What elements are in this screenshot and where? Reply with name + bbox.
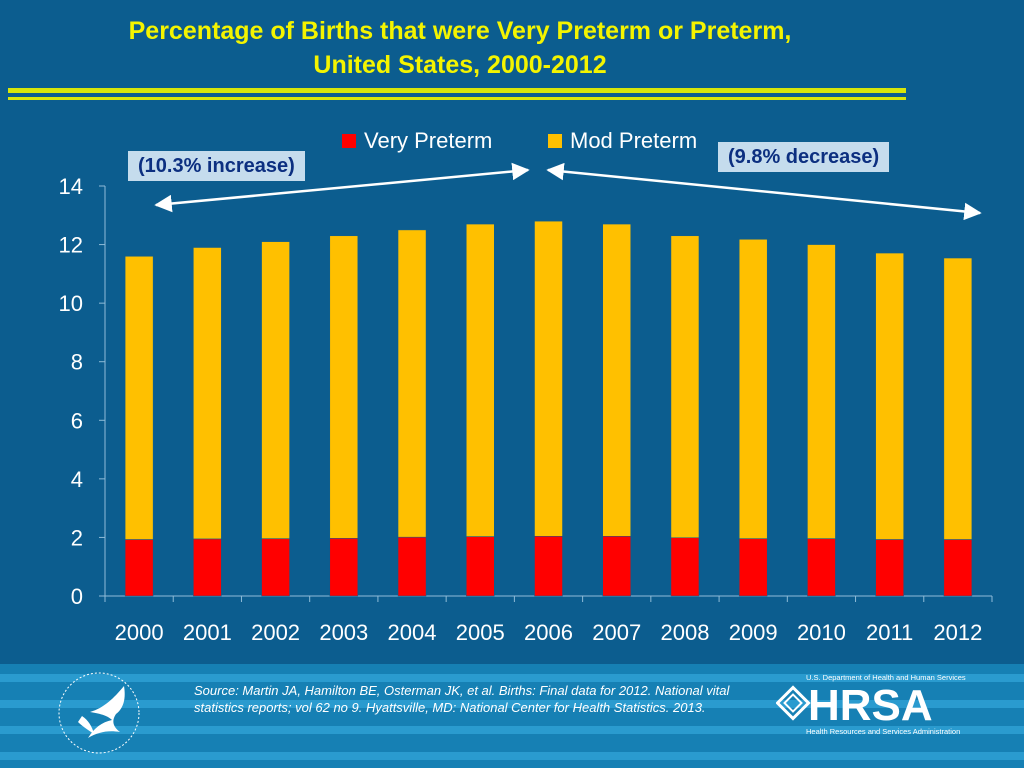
footer-stripe (0, 674, 1024, 682)
bar-very-preterm (193, 538, 222, 597)
bar-very-preterm (943, 539, 973, 597)
hrsa-dept-text: U.S. Department of Health and Human Serv… (806, 673, 966, 682)
hrsa-subtitle-text: Health Resources and Services Administra… (806, 727, 960, 736)
x-tick-label: 2012 (933, 620, 982, 645)
chart-title: Percentage of Births that were Very Pret… (0, 14, 920, 82)
x-tick-label: 2011 (866, 620, 913, 645)
decrease-callout: (9.8% decrease) (718, 142, 890, 172)
bar-very-preterm (738, 538, 768, 597)
bar-mod-preterm (397, 229, 427, 538)
increase-arrow (154, 162, 530, 213)
x-tick-label: 2004 (388, 620, 437, 645)
x-tick-label: 2006 (524, 620, 573, 645)
x-tick-label: 2005 (456, 620, 505, 645)
x-tick-labels: 2000 2001 2002 2003 2004 2005 2006 2007 2008 2009… (115, 620, 983, 645)
bar-mod-preterm (534, 220, 563, 537)
bar-very-preterm (602, 536, 631, 597)
title-divider-thin (8, 97, 906, 100)
bar-very-preterm (397, 536, 427, 597)
bar-mod-preterm (193, 247, 222, 540)
bar-mod-preterm (261, 241, 290, 539)
y-tick-label: 4 (71, 467, 83, 492)
bar-mod-preterm (738, 239, 768, 539)
x-tick-label: 2001 (183, 620, 232, 645)
title-line-2: United States, 2000-2012 (313, 51, 607, 79)
decrease-arrow (546, 162, 982, 221)
footer-stripe (0, 752, 1024, 760)
bar-very-preterm (329, 538, 359, 597)
y-tick-label: 8 (71, 350, 83, 375)
x-tick-label: 2009 (729, 620, 778, 645)
hhs-eagle-logo (58, 672, 140, 754)
bar-very-preterm (534, 536, 563, 597)
x-tick-label: 2002 (251, 620, 300, 645)
legend-swatch (548, 134, 562, 148)
y-tick-label: 10 (59, 291, 83, 316)
y-tick-label: 6 (71, 408, 83, 433)
chart-bars (124, 220, 973, 597)
bar-very-preterm (670, 537, 700, 597)
hrsa-logo: U.S. Department of Health and Human Serv… (776, 673, 966, 736)
bar-mod-preterm (602, 223, 631, 537)
bar-mod-preterm (670, 235, 700, 538)
hrsa-name-text: HRSA (808, 681, 933, 730)
hrsa-emblem-icon (776, 685, 811, 721)
bar-mod-preterm (124, 256, 154, 540)
y-tick-label: 14 (59, 174, 83, 199)
y-tick-label: 0 (71, 584, 83, 609)
y-tick-labels: 0 2 4 6 8 10 12 14 (59, 174, 83, 609)
trend-arrows (154, 162, 982, 221)
bar-mod-preterm (466, 223, 495, 537)
bar-very-preterm (261, 538, 290, 597)
chart-legend: Very Preterm Mod Preterm (342, 128, 697, 153)
bar-mod-preterm (875, 252, 904, 540)
legend-label: Mod Preterm (570, 128, 697, 153)
footer-stripe (0, 700, 1024, 708)
x-tick-label: 2003 (319, 620, 368, 645)
increase-callout: (10.3% increase) (128, 151, 305, 181)
legend-label: Very Preterm (364, 128, 492, 153)
y-tick-label: 2 (71, 525, 83, 550)
bar-very-preterm (875, 539, 904, 597)
x-tick-label: 2007 (592, 620, 641, 645)
bar-very-preterm (466, 536, 495, 597)
x-tick-label: 2008 (660, 620, 709, 645)
title-divider-thick (8, 88, 906, 93)
title-line-1: Percentage of Births that were Very Pret… (128, 17, 792, 45)
footer-stripe (0, 726, 1024, 734)
source-citation: Source: Martin JA, Hamilton BE, Osterman… (194, 683, 730, 715)
legend-swatch (342, 134, 356, 148)
x-tick-label: 2000 (115, 620, 164, 645)
y-tick-label: 12 (59, 233, 83, 258)
bar-mod-preterm (807, 244, 836, 539)
stacked-bar-chart: 2000 2001 2002 2003 2004 2005 2006 2007 2008 2009… (59, 128, 993, 645)
bar-mod-preterm (943, 257, 973, 540)
x-tick-label: 2010 (797, 620, 846, 645)
bar-mod-preterm (329, 235, 359, 539)
bar-very-preterm (124, 539, 154, 597)
bar-very-preterm (807, 538, 836, 597)
